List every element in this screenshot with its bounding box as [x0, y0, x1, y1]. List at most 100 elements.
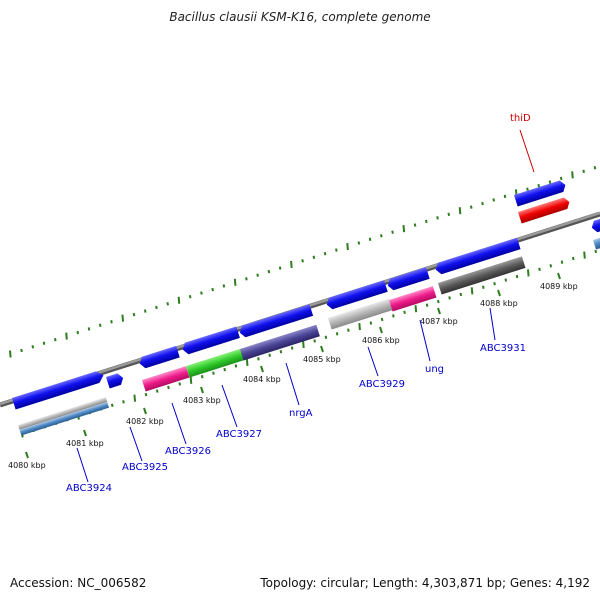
gene-arrow-abc3924[interactable]	[12, 370, 105, 410]
track-tick	[358, 323, 361, 331]
track-tick	[436, 216, 439, 220]
gene-arrow-thid-fwd[interactable]	[514, 179, 567, 207]
gene-leader-line	[489, 307, 496, 341]
category-bar-thid[interactable]	[518, 196, 571, 224]
category-strand-genes	[18, 196, 600, 436]
map-title: Bacillus clausii KSM-K16, complete genom…	[169, 10, 431, 24]
track-tick	[132, 312, 136, 317]
track-tick	[537, 183, 541, 188]
category-bar-ung[interactable]	[389, 286, 437, 312]
track-tick	[368, 237, 372, 242]
track-tick	[357, 241, 361, 245]
track-tick	[9, 350, 12, 358]
track-tick	[312, 255, 316, 259]
gene-arrow-nrga-fwd[interactable]	[238, 304, 314, 338]
gene-label-nrga[interactable]: nrgA	[289, 408, 313, 419]
gene-leader-line	[171, 402, 187, 445]
scale-tick	[557, 272, 561, 280]
gene-arrow-edge[interactable]	[590, 215, 600, 233]
track-tick	[313, 339, 316, 343]
track-tick	[391, 230, 394, 234]
gene-leader-line	[519, 129, 535, 173]
gene-arrow-abc3926-fwd[interactable]	[138, 345, 180, 370]
track-tick	[177, 296, 181, 304]
track-tick	[110, 403, 114, 408]
track-tick	[515, 274, 519, 279]
gene-arrow-small[interactable]	[106, 372, 125, 389]
track-tick	[222, 284, 226, 288]
track-tick	[470, 287, 474, 295]
track-tick	[200, 291, 203, 295]
gene-arrow-abc3927-fwd[interactable]	[181, 326, 240, 355]
gene-arrow-abc3929-fwd[interactable]	[325, 280, 388, 310]
category-bar-abc3927[interactable]	[186, 348, 245, 378]
track-tick	[347, 328, 350, 332]
track-tick	[143, 309, 147, 313]
gene-label-ung[interactable]: ung	[425, 364, 444, 375]
scale-tick	[379, 326, 383, 334]
track-tick	[212, 371, 215, 375]
track-tick	[76, 330, 80, 335]
track-tick	[20, 348, 23, 353]
track-tick	[65, 332, 68, 340]
category-bar-abc3929[interactable]	[328, 298, 393, 330]
track-tick	[414, 305, 418, 313]
category-bar-abc3931[interactable]	[438, 256, 526, 295]
track-tick	[178, 382, 181, 386]
scale-label: 4086 kbp	[362, 336, 400, 345]
gene-label-abc3926[interactable]: ABC3926	[165, 446, 211, 457]
track-tick	[166, 302, 169, 306]
track-tick	[98, 323, 102, 328]
category-bar-abc3924[interactable]	[18, 397, 110, 436]
track-tick	[31, 345, 35, 349]
genome-summary: Topology: circular; Length: 4,303,871 bp…	[260, 576, 590, 590]
track-tick	[548, 180, 552, 184]
forward-strand-genes	[12, 179, 600, 410]
gene-label-abc3931[interactable]: ABC3931	[480, 343, 526, 354]
track-tick	[267, 269, 271, 274]
track-tick	[87, 327, 91, 331]
track-tick	[582, 169, 585, 173]
track-tick	[549, 264, 553, 268]
track-tick	[53, 337, 57, 342]
gene-arrow-ung-fwd[interactable]	[386, 267, 430, 291]
track-tick	[560, 260, 564, 264]
track-tick	[335, 248, 338, 252]
track-tick	[188, 294, 192, 299]
gene-leader-line	[221, 384, 238, 428]
category-bar-nrga[interactable]	[240, 324, 320, 361]
track-tick	[42, 341, 46, 345]
scale-label: 4087 kbp	[420, 317, 458, 326]
track-tick	[380, 234, 383, 238]
track-tick	[155, 305, 158, 310]
gene-label-thid[interactable]: thiD	[510, 113, 531, 124]
track-tick	[593, 166, 597, 170]
track-tick	[469, 205, 473, 209]
track-tick	[346, 242, 349, 251]
gene-label-abc3925[interactable]: ABC3925	[122, 462, 168, 473]
track-tick	[256, 273, 259, 277]
scale-label: 4080 kbp	[8, 461, 46, 470]
scale-label: 4084 kbp	[243, 375, 281, 384]
track-tick	[301, 259, 304, 263]
track-tick	[335, 332, 339, 336]
gene-leader-line	[419, 319, 431, 362]
track-tick	[245, 358, 249, 366]
track-tick	[413, 223, 417, 227]
gene-label-abc3929[interactable]: ABC3929	[359, 379, 405, 390]
track-tick	[234, 364, 238, 368]
track-tick	[380, 317, 384, 322]
track-tick	[526, 269, 530, 277]
track-tick	[189, 376, 193, 384]
scale-label: 4083 kbp	[183, 396, 221, 405]
category-bar-edge[interactable]	[593, 236, 600, 250]
gene-arrow-abc3931-fwd[interactable]	[434, 237, 521, 276]
category-bar-abc3926[interactable]	[142, 366, 190, 392]
track-tick	[392, 314, 395, 318]
scale-label: 4085 kbp	[303, 355, 341, 364]
track-tick	[559, 176, 563, 181]
track-tick	[482, 285, 485, 289]
gene-label-abc3924[interactable]: ABC3924	[66, 483, 112, 494]
gene-label-abc3927[interactable]: ABC3927	[216, 429, 262, 440]
